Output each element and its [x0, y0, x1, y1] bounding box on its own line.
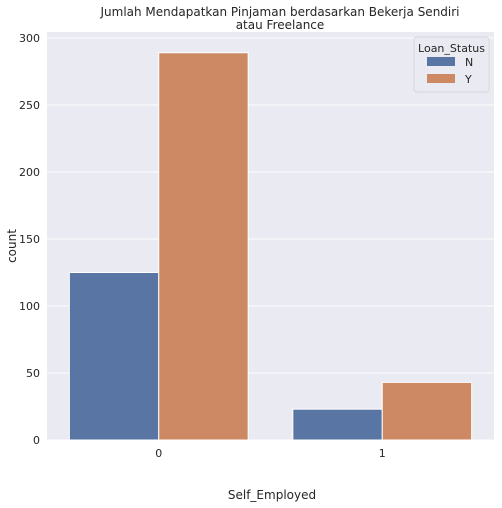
- bar-y-1: [381, 381, 473, 441]
- legend-title: Loan_Status: [418, 42, 485, 55]
- bar-n-1: [292, 408, 383, 441]
- bar-y-0: [158, 52, 249, 441]
- y-tick-label: 300: [19, 32, 40, 45]
- x-axis-label: Self_Employed: [228, 488, 316, 502]
- legend-label-y: Y: [464, 73, 472, 86]
- x-tick-label: 0: [155, 447, 162, 460]
- y-tick-label: 100: [19, 300, 40, 313]
- legend-label-n: N: [465, 56, 473, 69]
- y-tick-label: 0: [33, 434, 40, 447]
- bar-n-0: [68, 272, 160, 441]
- chart-title-line-2: atau Freelance: [236, 18, 325, 32]
- legend-swatch-n: [427, 57, 455, 66]
- y-tick-label: 250: [19, 99, 40, 112]
- y-tick-label: 150: [19, 233, 40, 246]
- legend-swatch-y: [427, 74, 455, 83]
- x-tick-label: 1: [379, 447, 386, 460]
- legend: Loan_Status N Y: [413, 36, 490, 93]
- y-axis-label: count: [5, 229, 19, 263]
- chart-title-line-1: Jumlah Mendapatkan Pinjaman berdasarkan …: [99, 5, 459, 19]
- y-tick-label: 50: [26, 367, 40, 380]
- y-tick-label: 200: [19, 166, 40, 179]
